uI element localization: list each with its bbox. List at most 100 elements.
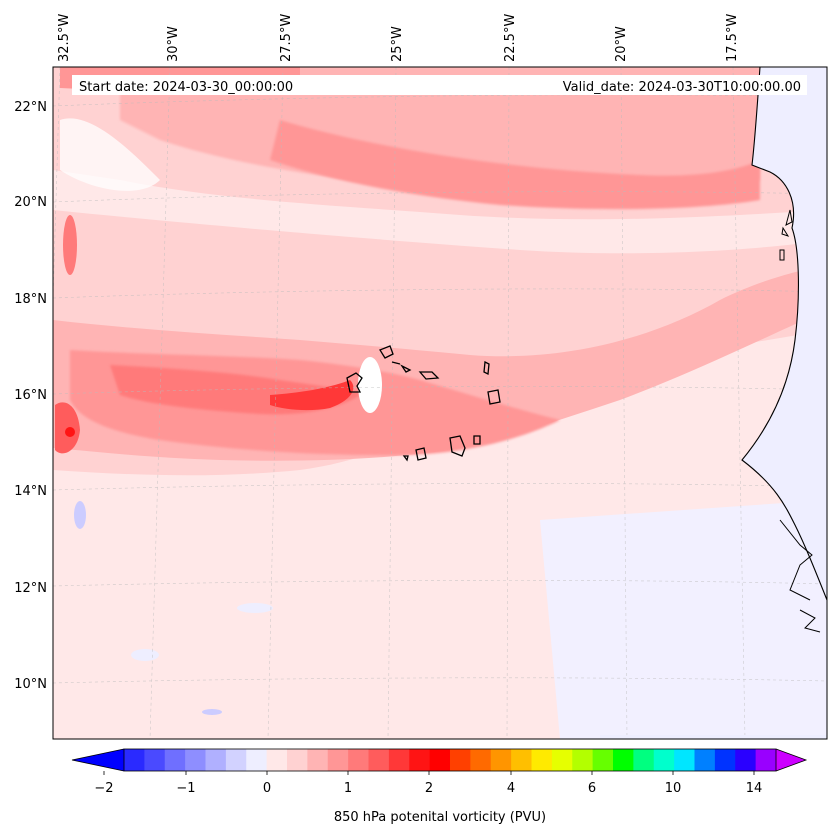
colorbar-cell	[144, 749, 166, 771]
cape-verde-islands	[346, 345, 501, 462]
colorbar-cell	[633, 749, 655, 771]
colorbar-cell	[185, 749, 207, 771]
lon-label-32-5w: 32.5°W	[57, 14, 72, 62]
island-santa-luzia	[391, 361, 401, 365]
lon-label-25w: 25°W	[390, 26, 405, 62]
colorbar-tick-label: −2	[94, 781, 113, 796]
island-sao-vicente	[379, 345, 394, 359]
colorbar-cell	[490, 749, 512, 771]
island-sal	[483, 360, 490, 376]
lon-label-17-5w: 17.5°W	[725, 14, 740, 62]
colorbar-tick-label: 4	[507, 781, 515, 796]
colorbar-tick-label: 2	[425, 781, 433, 796]
colorbar-arrow-high	[776, 749, 806, 771]
colorbar-cell	[674, 749, 696, 771]
colorbar-tick-label: 0	[263, 781, 271, 796]
date-label-box	[72, 75, 807, 95]
colorbar-cell	[572, 749, 594, 771]
coast-islets	[781, 209, 793, 237]
colorbar-cell	[551, 749, 573, 771]
africa-coastline	[741, 67, 827, 601]
lat-label-14n: 14°N	[14, 484, 47, 499]
colorbar-cells	[124, 749, 777, 771]
colorbar-cell	[531, 749, 553, 771]
lat-label-20n: 20°N	[14, 195, 47, 210]
africa-land	[600, 67, 827, 739]
colorbar-cell	[287, 749, 308, 771]
coast-islet-2	[779, 249, 785, 261]
graticule	[53, 67, 827, 739]
island-fogo	[415, 447, 427, 461]
map-panel	[53, 67, 827, 739]
colorbar-cell	[164, 749, 186, 771]
start-date-label: Start date: 2024-03-30_00:00:00	[79, 80, 293, 95]
colorbar-ticks: −2 −1 0 1 2 4 6 10 14	[94, 771, 762, 796]
colorbar-cell	[592, 749, 614, 771]
colorbar-tick-label: 10	[665, 781, 682, 796]
colorbar-cell	[429, 749, 451, 771]
lat-label-16n: 16°N	[14, 388, 47, 403]
longitude-labels: 32.5°W 30°W 27.5°W 25°W 22.5°W 20°W 17.5…	[57, 14, 740, 62]
colorbar-cell	[368, 749, 390, 771]
colorbar-cell	[307, 749, 329, 771]
lat-label-22n: 22°N	[14, 100, 47, 115]
colorbar-frame	[123, 748, 777, 772]
colorbar-cell	[511, 749, 533, 771]
latitude-labels: 22°N 20°N 18°N 16°N 14°N 12°N 10°N	[14, 100, 47, 692]
island-brava	[402, 455, 409, 462]
pv-island-wake	[358, 357, 382, 413]
pv-white-streak-1	[60, 118, 160, 191]
colorbar-arrow-low-outline	[71, 748, 125, 772]
colorbar-cell	[755, 749, 777, 771]
colorbar-cell	[735, 749, 757, 771]
colorbar-cell	[450, 749, 471, 771]
pv-west-strip	[63, 215, 77, 275]
island-sao-nicolau	[418, 371, 440, 380]
island-boa-vista	[487, 389, 501, 405]
lon-label-20w: 20°W	[614, 26, 629, 62]
lon-label-30w: 30°W	[166, 26, 181, 62]
pv-low-patch-5	[237, 603, 273, 613]
guinea-coast	[779, 519, 813, 601]
pv-max-core	[270, 380, 354, 411]
colorbar-cell	[470, 749, 492, 771]
colorbar-tick-label: 6	[588, 781, 596, 796]
colorbar-cell	[409, 749, 431, 771]
bijagos-islands	[799, 609, 821, 633]
colorbar-cell	[327, 749, 349, 771]
island-maio	[473, 435, 481, 445]
colorbar-label: 850 hPa potenital vorticity (PVU)	[334, 810, 546, 825]
colorbar-cell	[348, 749, 370, 771]
lat-label-10n: 10°N	[14, 677, 47, 692]
pv-negative-patch-3	[202, 709, 222, 715]
colorbar: −2 −1 0 1 2 4 6 10 14 850 hPa potenital vorticit…	[71, 748, 808, 825]
colorbar-cell	[225, 749, 247, 771]
colorbar-tick-label: 1	[344, 781, 352, 796]
valid-date-label: Valid_date: 2024-03-30T10:00:00.00	[563, 80, 801, 95]
colorbar-cell	[613, 749, 634, 771]
pv-west-max	[65, 427, 75, 437]
colorbar-tick-label: 14	[746, 781, 763, 796]
colorbar-cell	[388, 749, 410, 771]
lon-label-22-5w: 22.5°W	[503, 14, 518, 62]
pv-field-low-east	[540, 500, 827, 739]
colorbar-arrow-low	[72, 749, 124, 771]
colorbar-tick-label: −1	[176, 781, 195, 796]
colorbar-cell	[694, 749, 716, 771]
colorbar-cell	[266, 749, 288, 771]
island-santiago	[449, 435, 466, 457]
lon-label-27-5w: 27.5°W	[279, 14, 294, 62]
colorbar-cell	[124, 749, 145, 771]
colorbar-cell	[205, 749, 227, 771]
colorbar-cell	[246, 749, 268, 771]
map-border	[52, 66, 828, 740]
lat-label-18n: 18°N	[14, 292, 47, 307]
lat-label-12n: 12°N	[14, 581, 47, 596]
island-santo-antao	[346, 372, 363, 393]
island-sao-nicolau-w	[400, 364, 412, 373]
pv-band-north-strong	[270, 120, 760, 210]
pv-low-patch-4	[131, 649, 159, 661]
colorbar-cell	[714, 749, 736, 771]
pv-negative-patch-1	[74, 501, 86, 529]
